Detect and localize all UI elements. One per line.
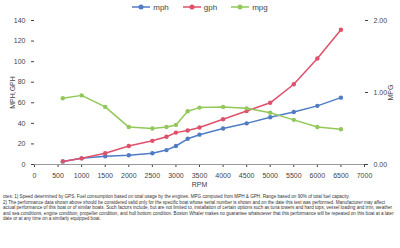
svg-text:3500: 3500 — [192, 172, 208, 179]
html-text:2) The performance data shown: 2) The performance data shown above shou… — [3, 199, 394, 222]
svg-text:120: 120 — [14, 37, 26, 44]
svg-text:500: 500 — [52, 172, 64, 179]
svg-text:4500: 4500 — [239, 172, 255, 179]
html-text:otes: 1) Speed determined by G: otes: 1) Speed determined by GPS. Fuel c… — [3, 194, 350, 199]
svg-text:6500: 6500 — [333, 172, 349, 179]
svg-text:1000: 1000 — [74, 172, 90, 179]
svg-text:6000: 6000 — [310, 172, 326, 179]
svg-text:1500: 1500 — [97, 172, 113, 179]
svg-text:4000: 4000 — [215, 172, 231, 179]
svg-text:7000: 7000 — [357, 172, 373, 179]
html-text:mph: mph — [153, 2, 169, 12]
svg-text:0: 0 — [33, 172, 37, 179]
svg-text:1.00: 1.00 — [374, 89, 388, 96]
svg-text:140: 140 — [14, 17, 26, 24]
svg-text:0.00: 0.00 — [374, 161, 388, 168]
svg-text:100: 100 — [14, 58, 26, 65]
svg-text:20: 20 — [18, 140, 26, 147]
svg-text:2500: 2500 — [145, 172, 161, 179]
html-text:mpg: mpg — [252, 2, 268, 12]
svg-text:40: 40 — [18, 120, 26, 127]
svg-text:MPG: MPG — [387, 85, 394, 101]
html-text:gph: gph — [203, 2, 218, 12]
svg-text:2.00: 2.00 — [374, 17, 388, 24]
svg-text:3000: 3000 — [168, 172, 184, 179]
svg-text:60: 60 — [18, 99, 26, 106]
svg-text:5500: 5500 — [286, 172, 302, 179]
svg-text:5000: 5000 — [262, 172, 278, 179]
svg-text:RPM: RPM — [192, 181, 208, 188]
svg-text:2000: 2000 — [121, 172, 137, 179]
svg-text:0: 0 — [22, 161, 26, 168]
svg-text:MPH,GPH: MPH,GPH — [9, 76, 16, 109]
svg-text:80: 80 — [18, 78, 26, 85]
